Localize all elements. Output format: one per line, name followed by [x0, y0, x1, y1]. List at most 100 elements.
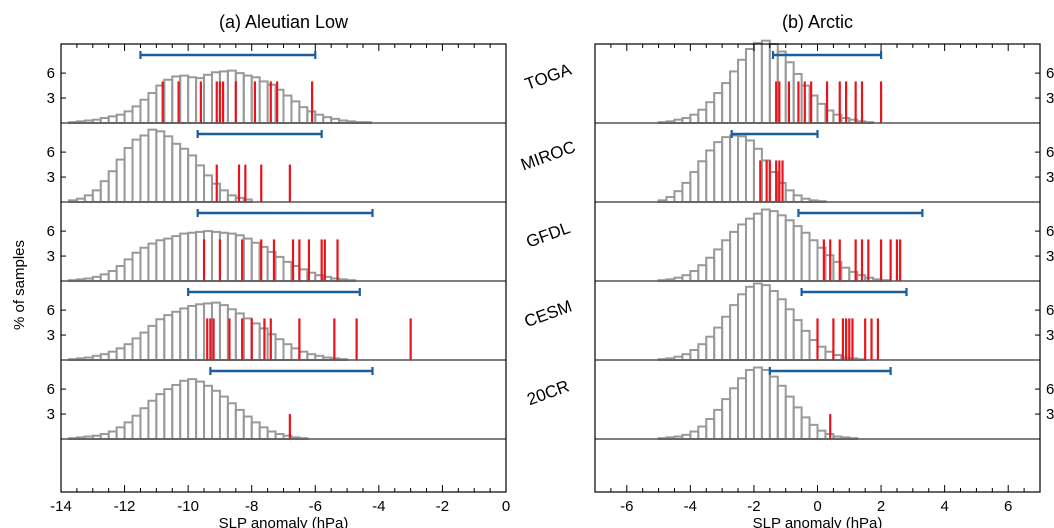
histogram-bin	[784, 308, 795, 361]
histogram-bin	[155, 130, 166, 204]
x-tick-label: -6	[309, 498, 322, 515]
y-tick-label: 3	[1046, 248, 1054, 265]
histogram-bin	[163, 135, 174, 204]
histogram-bin	[737, 135, 747, 204]
histogram-bin	[784, 395, 795, 441]
histogram-bin	[729, 304, 740, 361]
histogram-bin	[147, 242, 158, 282]
model-label-20cr: 20CR	[524, 376, 571, 409]
histogram-bin	[314, 113, 325, 125]
panel-toga: 63	[47, 51, 506, 125]
histogram-bin	[705, 149, 716, 204]
histogram-bin	[195, 230, 206, 282]
histogram-bin	[99, 273, 110, 283]
y-tick-label: 6	[1046, 381, 1054, 398]
x-tick-label: -8	[245, 498, 258, 515]
histogram-bin	[107, 170, 118, 204]
histogram-bin	[195, 380, 206, 441]
histogram-bin	[234, 72, 245, 124]
histogram-bin	[792, 406, 803, 440]
histogram-bin	[697, 343, 708, 362]
histogram-bin	[784, 189, 795, 203]
histogram-bin	[171, 383, 182, 440]
histogram-bin	[729, 230, 740, 282]
histogram-bin	[721, 239, 732, 282]
histogram-bin	[776, 384, 787, 441]
histogram-bin	[139, 134, 150, 203]
x-tick-label: -4	[372, 498, 385, 515]
histogram-bin	[99, 180, 110, 203]
y-tick-label: 6	[1046, 65, 1054, 82]
panel-toga: 63	[595, 39, 1054, 125]
panel-miroc: 63	[47, 128, 506, 204]
x-tick-label: -6	[620, 498, 633, 515]
histogram-bin	[115, 426, 126, 440]
panel-gfdl: 63	[47, 209, 506, 283]
histogram-bin	[131, 105, 142, 125]
histogram-bin	[306, 353, 317, 362]
histogram-bin	[83, 194, 94, 203]
histogram-bin	[737, 377, 747, 440]
histogram-bin	[91, 189, 102, 203]
histogram-bin	[187, 76, 198, 125]
histogram-bin	[697, 264, 708, 283]
histogram-bin	[729, 134, 740, 203]
histogram-bin	[195, 303, 206, 361]
histogram-bin	[282, 94, 293, 124]
histogram-bin	[808, 239, 819, 282]
histogram-bin	[107, 115, 118, 124]
histogram-bin	[760, 208, 771, 282]
histogram-bin	[768, 289, 779, 361]
histogram-bin	[107, 270, 118, 283]
histogram-bin	[107, 350, 118, 361]
histogram-bin	[179, 379, 190, 440]
histogram-bin	[131, 138, 142, 203]
histogram-bin	[752, 42, 763, 125]
histogram-bin	[800, 329, 811, 362]
histogram-bin	[290, 347, 301, 361]
x-tick-label: -12	[114, 498, 136, 515]
histogram-bin	[210, 230, 221, 282]
y-tick-label: 3	[47, 169, 55, 186]
histogram-bin	[713, 141, 724, 203]
histogram-bin	[242, 237, 253, 283]
y-tick-label: 6	[47, 223, 55, 240]
histogram-bin	[681, 353, 692, 362]
histogram-bin	[298, 268, 309, 282]
histogram-bin	[800, 231, 811, 282]
histogram-bin	[218, 395, 229, 441]
histogram-bin	[729, 387, 740, 440]
y-tick-label: 3	[47, 90, 55, 107]
histogram-bin	[179, 74, 190, 124]
y-tick-label: 3	[1046, 406, 1054, 423]
histogram-bin	[800, 416, 811, 440]
panel-20cr: 63	[47, 367, 506, 441]
histogram-bin	[808, 339, 819, 362]
histogram-bin	[792, 194, 803, 203]
histogram-bin	[203, 230, 213, 283]
y-tick-label: 3	[47, 406, 55, 423]
histogram-bin	[744, 139, 755, 204]
histogram-bin	[282, 343, 293, 362]
histogram-bin	[155, 393, 166, 440]
histogram-bin	[689, 430, 700, 440]
y-tick-label: 3	[1046, 90, 1054, 107]
histogram-bin	[274, 338, 285, 362]
histogram-bin	[123, 421, 134, 440]
histogram-bin	[115, 158, 126, 204]
histogram-bin	[99, 353, 110, 362]
histogram-bin	[218, 304, 229, 361]
histogram-bin	[163, 314, 174, 361]
histogram-bin	[139, 331, 150, 361]
histogram-bin	[266, 430, 277, 440]
histogram-bin	[752, 212, 763, 282]
histogram-bin	[816, 345, 827, 361]
histogram-bin	[242, 317, 253, 361]
histogram-bin	[697, 160, 708, 203]
histogram-bin	[768, 375, 779, 441]
histogram-bin	[689, 270, 700, 283]
histogram-bin	[258, 426, 269, 440]
histogram-bin	[681, 181, 692, 204]
